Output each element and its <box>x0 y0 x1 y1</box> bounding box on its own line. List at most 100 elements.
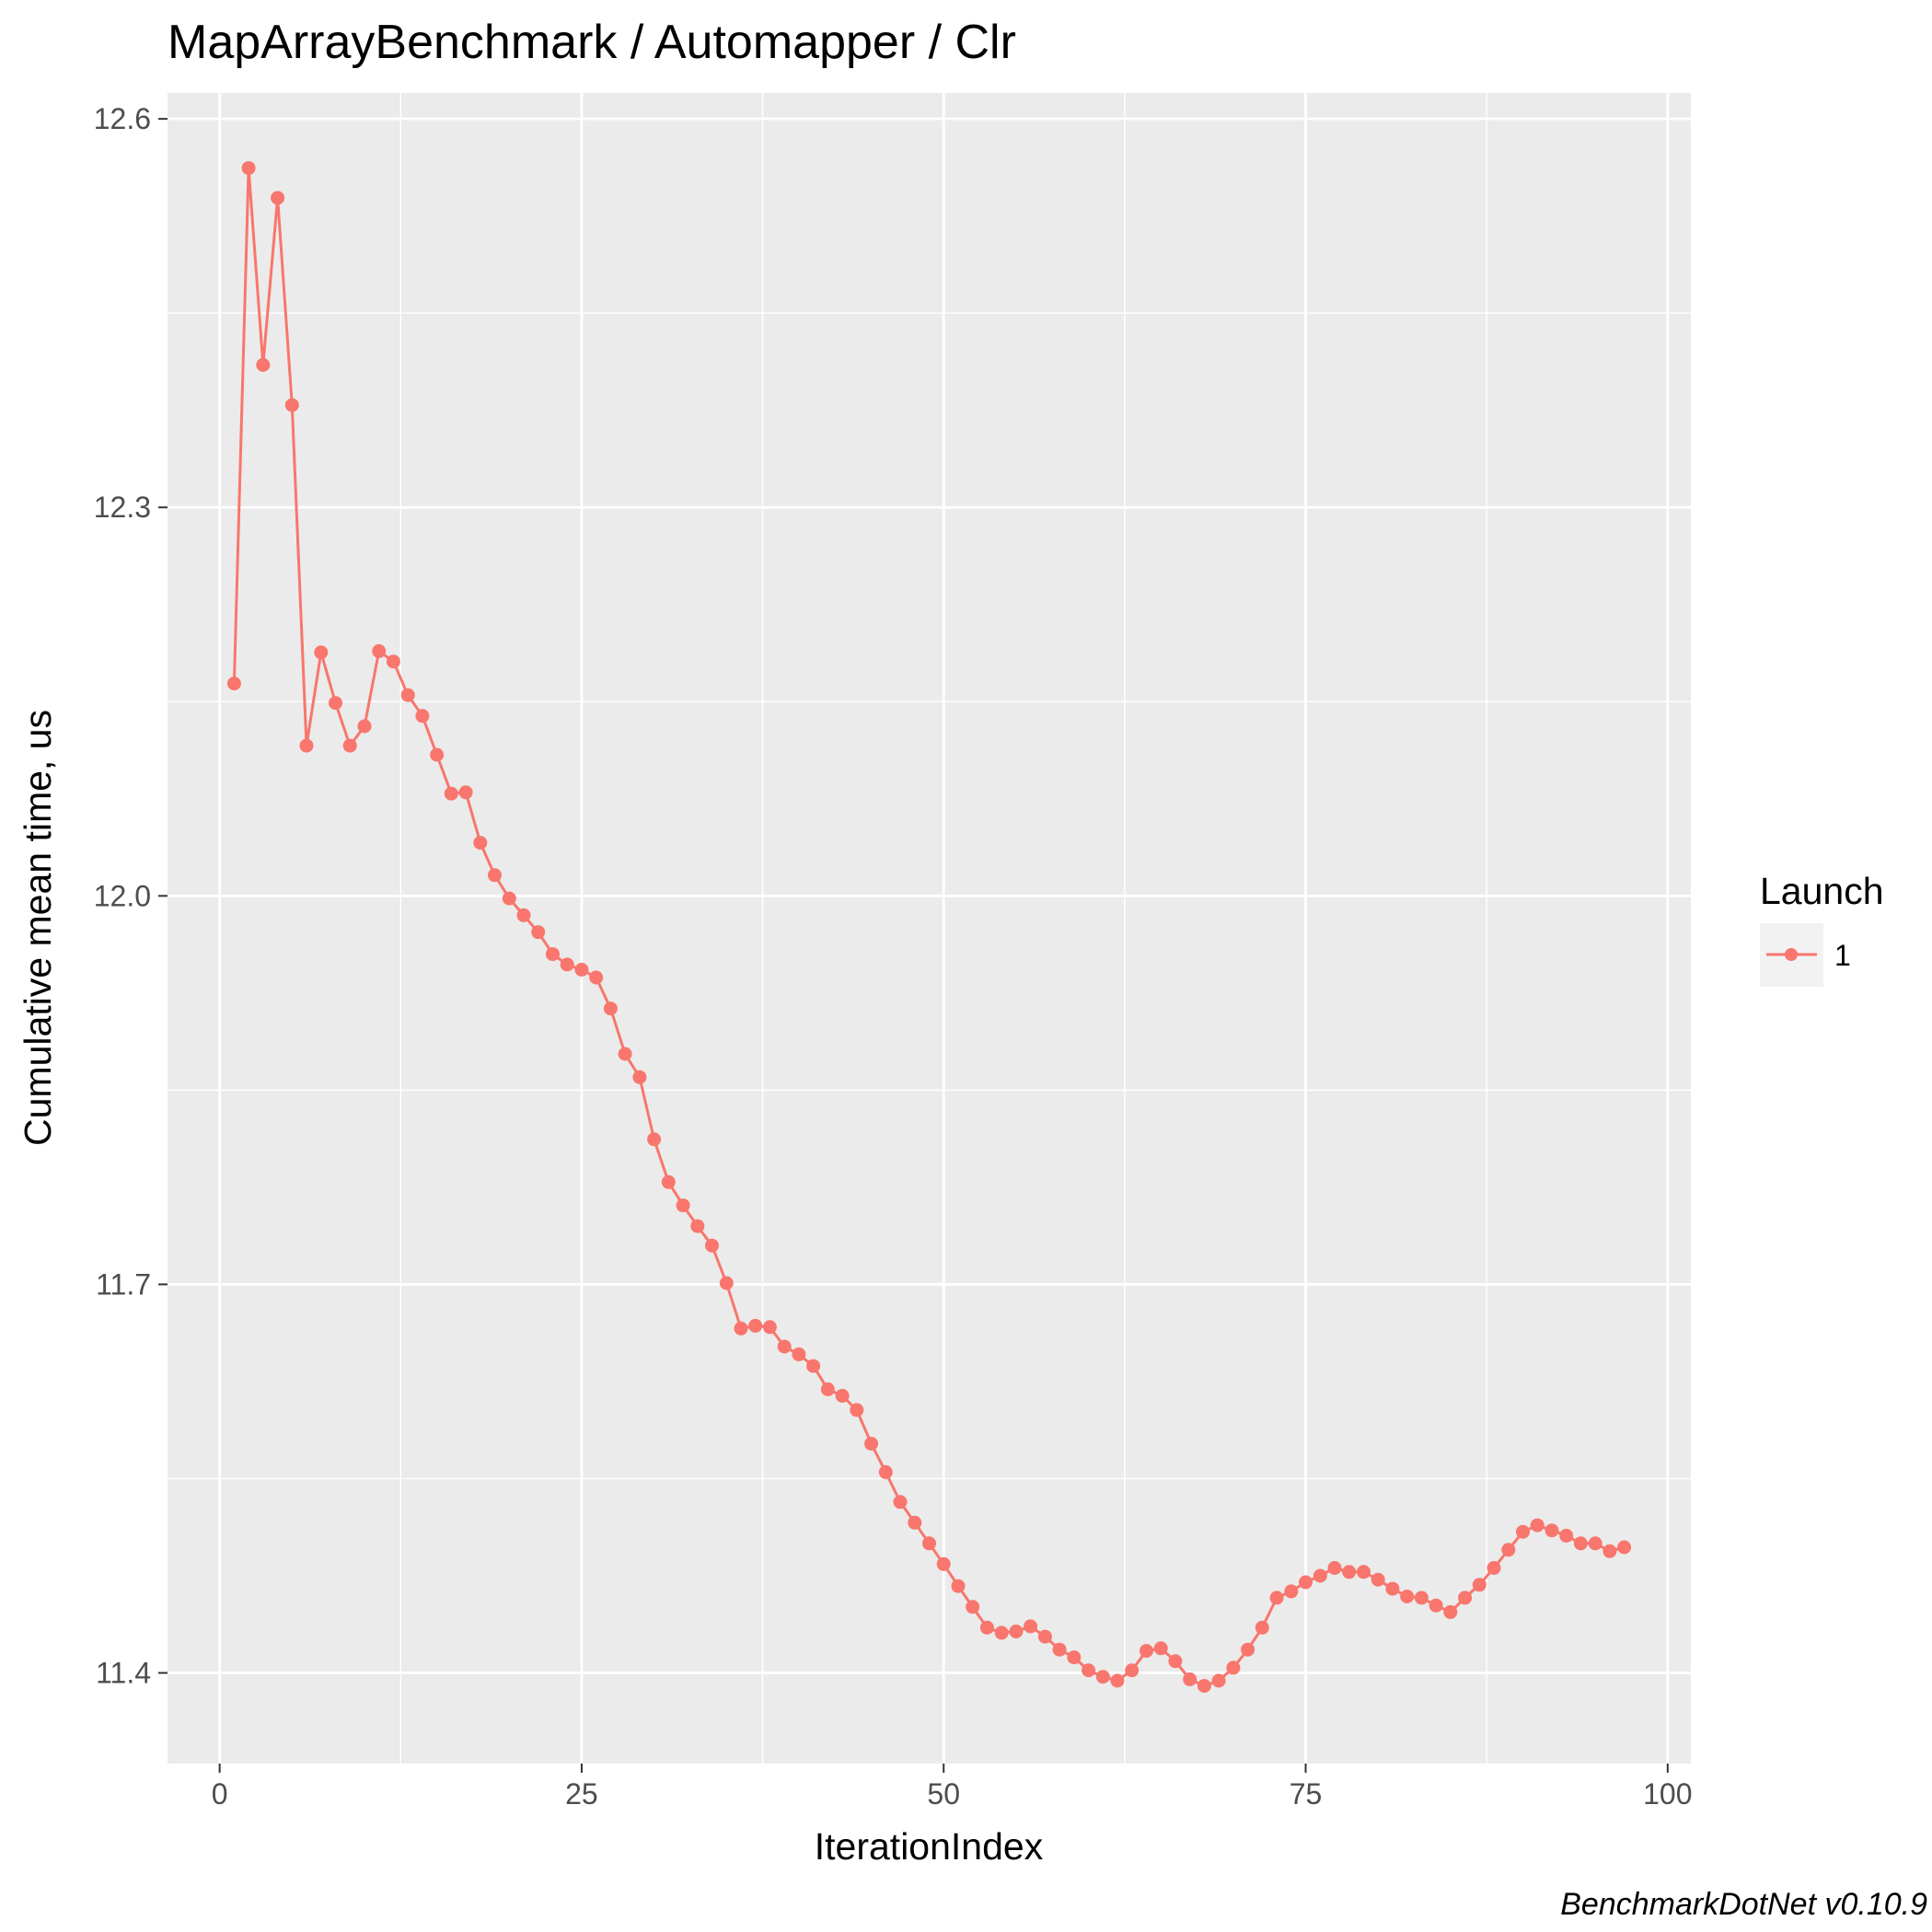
data-point <box>1559 1528 1574 1543</box>
data-point <box>1255 1620 1269 1635</box>
data-point <box>342 738 357 753</box>
data-point <box>516 908 531 922</box>
data-point <box>1385 1581 1400 1596</box>
data-point <box>473 836 488 850</box>
data-point <box>458 785 473 800</box>
data-point <box>1573 1536 1588 1551</box>
data-point <box>603 1001 618 1016</box>
data-point <box>936 1556 951 1571</box>
data-point <box>647 1132 662 1147</box>
x-tick-label: 50 <box>927 1777 960 1811</box>
data-point <box>1443 1604 1458 1619</box>
data-point <box>1037 1629 1052 1644</box>
data-point <box>1299 1575 1313 1590</box>
data-point <box>792 1347 806 1361</box>
data-point <box>226 677 241 691</box>
data-point <box>762 1320 777 1335</box>
data-point <box>690 1219 705 1233</box>
data-point <box>1327 1561 1342 1575</box>
data-point <box>1313 1568 1327 1583</box>
major-gridlines <box>168 93 1691 1764</box>
data-point <box>299 738 314 753</box>
data-point <box>820 1382 835 1396</box>
data-point <box>1009 1625 1024 1638</box>
data-point <box>994 1625 1009 1640</box>
data-point <box>1602 1544 1617 1558</box>
data-point <box>748 1318 763 1333</box>
data-point <box>1414 1591 1429 1605</box>
data-point <box>400 688 415 702</box>
data-point <box>966 1600 980 1614</box>
data-point <box>1501 1543 1516 1557</box>
data-point <box>1140 1644 1153 1659</box>
data-point <box>1110 1673 1125 1688</box>
data-point <box>256 358 271 372</box>
data-point <box>908 1515 922 1530</box>
data-point <box>1269 1591 1284 1605</box>
data-point <box>864 1437 879 1451</box>
data-point <box>922 1536 936 1551</box>
data-point <box>241 161 256 176</box>
caption: BenchmarkDotNet v0.10.9 <box>1560 1887 1927 1922</box>
data-point <box>1067 1650 1082 1665</box>
data-point <box>314 645 329 660</box>
data-point <box>1357 1565 1371 1579</box>
data-point <box>951 1579 966 1593</box>
data-point <box>546 947 560 962</box>
data-point <box>1095 1670 1110 1684</box>
data-point <box>415 709 430 723</box>
data-point <box>705 1238 719 1253</box>
data-point <box>719 1276 734 1290</box>
x-tick-label: 100 <box>1643 1777 1692 1811</box>
data-point <box>806 1359 821 1373</box>
y-tick-label: 11.7 <box>96 1267 151 1301</box>
x-axis-title: IterationIndex <box>815 1825 1044 1868</box>
data-point <box>488 868 502 883</box>
data-point <box>893 1495 908 1510</box>
minor-gridlines <box>168 93 1691 1764</box>
data-point <box>357 719 372 734</box>
legend-title: Launch <box>1760 870 1884 912</box>
data-point <box>878 1464 893 1479</box>
data-point <box>979 1620 994 1635</box>
data-point <box>676 1198 690 1213</box>
data-point <box>777 1339 792 1354</box>
data-point <box>271 191 285 205</box>
x-tick-label: 0 <box>212 1777 228 1811</box>
data-point <box>1226 1660 1241 1675</box>
data-point <box>1458 1591 1473 1605</box>
data-point <box>589 970 604 985</box>
x-tick-label: 75 <box>1290 1777 1323 1811</box>
data-point <box>1429 1598 1443 1613</box>
data-point <box>1168 1654 1183 1669</box>
chart-title: MapArrayBenchmark / Automapper / Clr <box>168 16 1016 69</box>
y-axis: 11.4 11.7 12.0 12.3 12.6 <box>94 102 168 1690</box>
data-point <box>734 1321 748 1336</box>
data-point <box>372 643 387 658</box>
data-point <box>574 963 589 977</box>
data-point <box>1342 1565 1357 1579</box>
data-point <box>284 398 299 412</box>
y-axis-title: Cumulative mean time, us <box>17 710 59 1146</box>
data-point <box>430 747 445 762</box>
data-point <box>1024 1619 1038 1634</box>
data-point <box>1052 1642 1067 1657</box>
y-tick-label: 12.3 <box>94 491 151 524</box>
data-point <box>1530 1518 1544 1533</box>
legend-label-launch-1: 1 <box>1834 939 1851 972</box>
legend: Launch 1 <box>1760 870 1884 987</box>
data-point <box>1544 1523 1559 1538</box>
data-point <box>1211 1673 1226 1688</box>
data-point <box>329 696 342 711</box>
data-point <box>1183 1672 1197 1686</box>
data-point <box>1371 1572 1385 1587</box>
data-point <box>1516 1524 1530 1539</box>
data-point <box>618 1047 632 1061</box>
data-point <box>1125 1663 1140 1678</box>
data-point <box>1197 1679 1211 1694</box>
data-point <box>1082 1663 1096 1678</box>
y-tick-label: 12.0 <box>94 879 151 912</box>
y-tick-label: 11.4 <box>96 1657 151 1690</box>
data-point <box>502 891 516 906</box>
